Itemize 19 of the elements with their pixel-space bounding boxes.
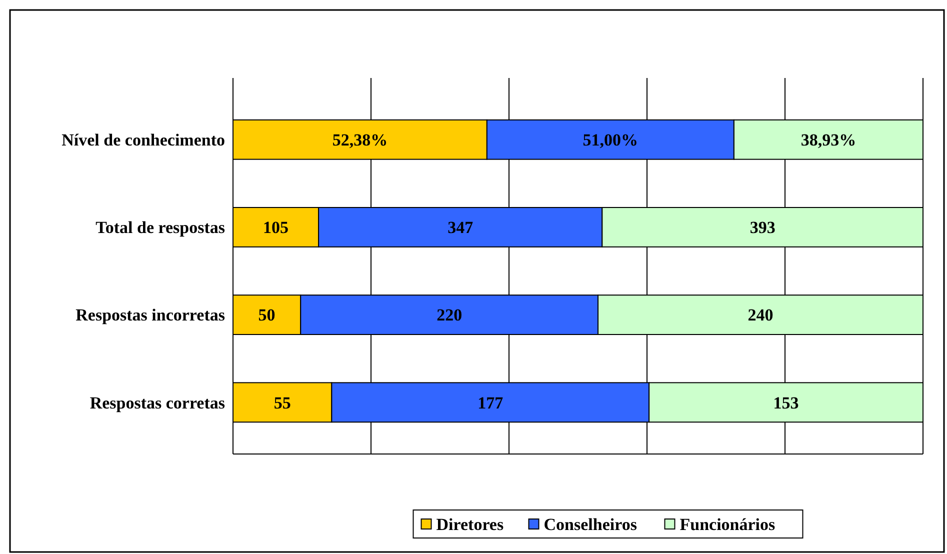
y-tick-label: Nível de conhecimento — [62, 130, 225, 150]
annotation: 38,93% — [800, 130, 856, 150]
legend-label: Conselheiros — [544, 514, 638, 534]
annotation: 220 — [436, 306, 462, 325]
annotation: 347 — [448, 218, 474, 238]
legend-label: Funcionários — [680, 514, 776, 534]
y-tick-label: Total de respostas — [96, 218, 226, 238]
annotation: 177 — [478, 393, 504, 412]
legend-label: Diretores — [436, 514, 504, 534]
y-tick-label: Respostas corretas — [90, 393, 226, 412]
annotation: 55 — [274, 393, 291, 412]
y-tick-label: Respostas incorretas — [76, 306, 226, 325]
annotation: 52,38% — [332, 130, 388, 150]
annotation: 105 — [263, 218, 289, 238]
annotation: 50 — [258, 306, 276, 325]
annotation: 51,00% — [582, 130, 638, 150]
annotation: 153 — [773, 393, 799, 412]
annotation: 393 — [750, 218, 776, 238]
annotation: 240 — [748, 306, 774, 325]
